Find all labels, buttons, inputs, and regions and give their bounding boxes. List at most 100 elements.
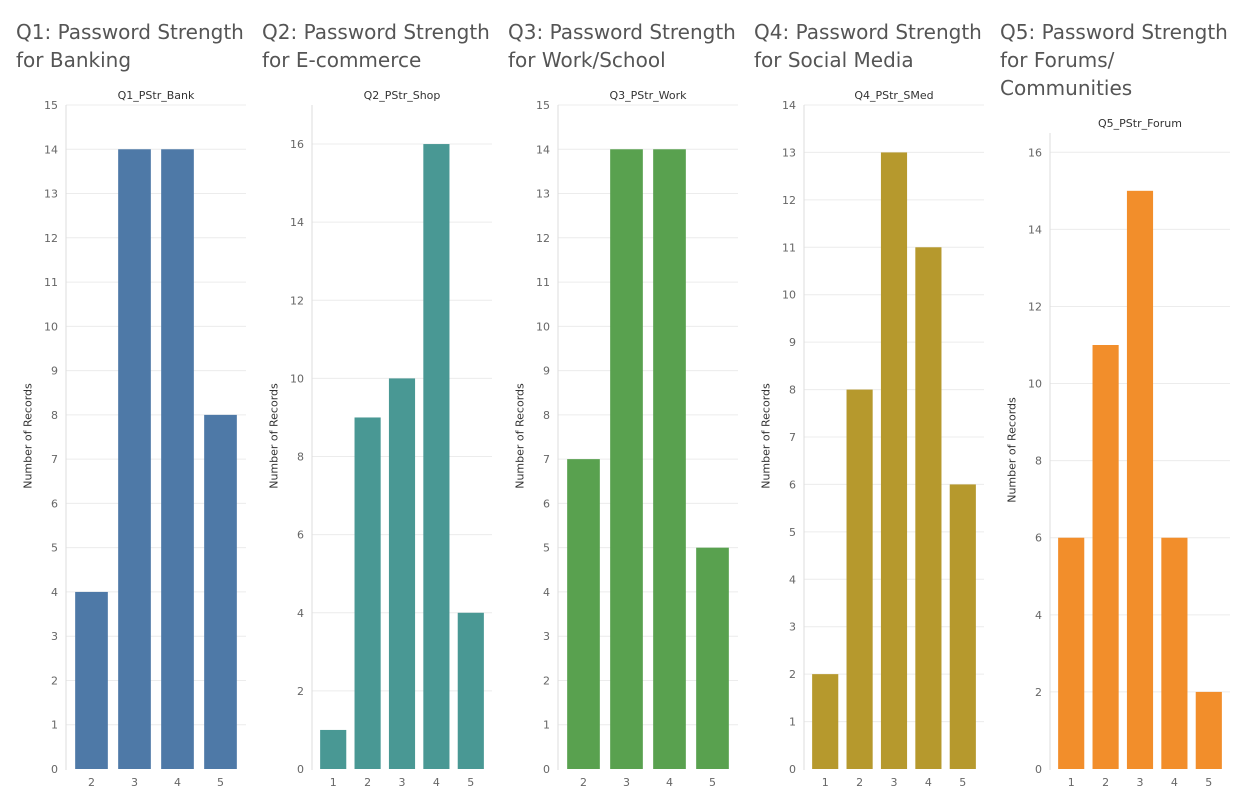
y-tick-label: 9 (543, 365, 550, 378)
y-tick-label: 5 (543, 542, 550, 555)
y-tick-label: 2 (297, 685, 304, 698)
y-tick-label: 12 (782, 194, 796, 207)
y-tick-label: 7 (543, 453, 550, 466)
y-tick-label: 13 (44, 188, 58, 201)
bar[interactable] (161, 149, 194, 769)
y-tick-label: 8 (789, 384, 796, 397)
chart-title: Q2: Password Strength for E-commerce (262, 20, 490, 72)
bar[interactable] (949, 484, 976, 769)
bar[interactable] (320, 729, 347, 769)
bar[interactable] (1161, 537, 1188, 769)
bar[interactable] (204, 414, 237, 769)
y-tick-label: 11 (44, 276, 58, 289)
bar[interactable] (1126, 190, 1154, 769)
chart-title: Q5: Password Strength for Forums/ Commun… (1000, 20, 1228, 100)
x-tick-label: 5 (959, 776, 966, 789)
bar[interactable] (1195, 691, 1222, 769)
x-tick-label: 3 (1137, 776, 1144, 789)
x-tick-label: 4 (925, 776, 932, 789)
y-tick-label: 15 (44, 99, 58, 112)
bar[interactable] (388, 378, 416, 769)
chart-title: Q3: Password Strength for Work/School (508, 20, 736, 72)
x-tick-label: 5 (709, 776, 716, 789)
y-tick-label: 12 (536, 232, 550, 245)
y-tick-label: 14 (290, 216, 304, 229)
bar[interactable] (880, 152, 908, 769)
y-tick-label: 0 (297, 763, 304, 776)
y-tick-label: 8 (51, 409, 58, 422)
y-tick-label: 10 (782, 289, 796, 302)
bar[interactable] (567, 459, 600, 769)
chart-subtitle: Q2_PStr_Shop (363, 89, 441, 102)
bar[interactable] (354, 417, 381, 769)
chart-subtitle: Q1_PStr_Bank (117, 89, 195, 102)
x-tick-label: 4 (666, 776, 673, 789)
chart-subtitle: Q3_PStr_Work (609, 89, 687, 102)
bar[interactable] (696, 547, 729, 769)
y-tick-label: 13 (782, 146, 796, 159)
bar[interactable] (75, 591, 108, 769)
y-tick-label: 12 (44, 232, 58, 245)
y-tick-label: 3 (51, 630, 58, 643)
y-tick-label: 14 (782, 99, 796, 112)
y-tick-label: 9 (789, 336, 796, 349)
y-tick-label: 1 (51, 719, 58, 732)
y-tick-label: 0 (51, 763, 58, 776)
y-tick-label: 16 (290, 138, 304, 151)
bar[interactable] (610, 149, 643, 769)
y-tick-label: 14 (44, 143, 58, 156)
x-tick-label: 1 (822, 776, 829, 789)
y-tick-label: 3 (789, 621, 796, 634)
y-tick-label: 0 (789, 763, 796, 776)
y-tick-label: 8 (1035, 455, 1042, 468)
x-tick-label: 3 (399, 776, 406, 789)
y-tick-label: 2 (51, 674, 58, 687)
chart-panel-q2: Q2: Password Strength for E-commerce Q2_… (246, 0, 492, 798)
y-tick-label: 0 (1035, 763, 1042, 776)
chart-title: Q1: Password Strength for Banking (16, 20, 244, 72)
bar[interactable] (812, 674, 839, 769)
y-tick-label: 2 (543, 674, 550, 687)
y-tick-label: 11 (536, 276, 550, 289)
y-tick-label: 14 (536, 143, 550, 156)
y-tick-label: 4 (51, 586, 58, 599)
y-tick-label: 11 (782, 241, 796, 254)
bar[interactable] (457, 612, 484, 769)
bar[interactable] (118, 149, 151, 769)
y-tick-label: 12 (1028, 300, 1042, 313)
y-tick-label: 8 (297, 451, 304, 464)
bar[interactable] (423, 144, 450, 769)
bar[interactable] (846, 389, 873, 769)
y-tick-label: 3 (543, 630, 550, 643)
chart-panel-q4: Q4: Password Strength for Social Media Q… (738, 0, 984, 798)
bar[interactable] (1058, 537, 1085, 769)
y-tick-label: 4 (1035, 609, 1042, 622)
chart-subtitle: Q5_PStr_Forum (1098, 117, 1182, 130)
bar[interactable] (653, 149, 686, 769)
bar[interactable] (1092, 345, 1119, 769)
chart-title: Q4: Password Strength for Social Media (754, 20, 982, 72)
x-tick-label: 1 (330, 776, 337, 789)
chart-subtitle: Q4_PStr_SMed (854, 89, 934, 102)
chart-panel-q1: Q1: Password Strength for Banking Q1_PSt… (0, 0, 246, 798)
y-tick-label: 10 (290, 372, 304, 385)
y-tick-label: 6 (51, 497, 58, 510)
y-tick-label: 6 (543, 497, 550, 510)
x-tick-label: 2 (1102, 776, 1109, 789)
x-tick-label: 4 (433, 776, 440, 789)
y-tick-label: 5 (789, 526, 796, 539)
x-tick-label: 4 (174, 776, 181, 789)
chart-panel-q3: Q3: Password Strength for Work/School Q3… (492, 0, 738, 798)
x-tick-label: 3 (131, 776, 138, 789)
y-tick-label: 1 (789, 716, 796, 729)
y-tick-label: 6 (1035, 532, 1042, 545)
y-tick-label: 16 (1028, 146, 1042, 159)
y-tick-label: 4 (297, 607, 304, 620)
y-tick-label: 15 (536, 99, 550, 112)
bar[interactable] (915, 247, 942, 770)
